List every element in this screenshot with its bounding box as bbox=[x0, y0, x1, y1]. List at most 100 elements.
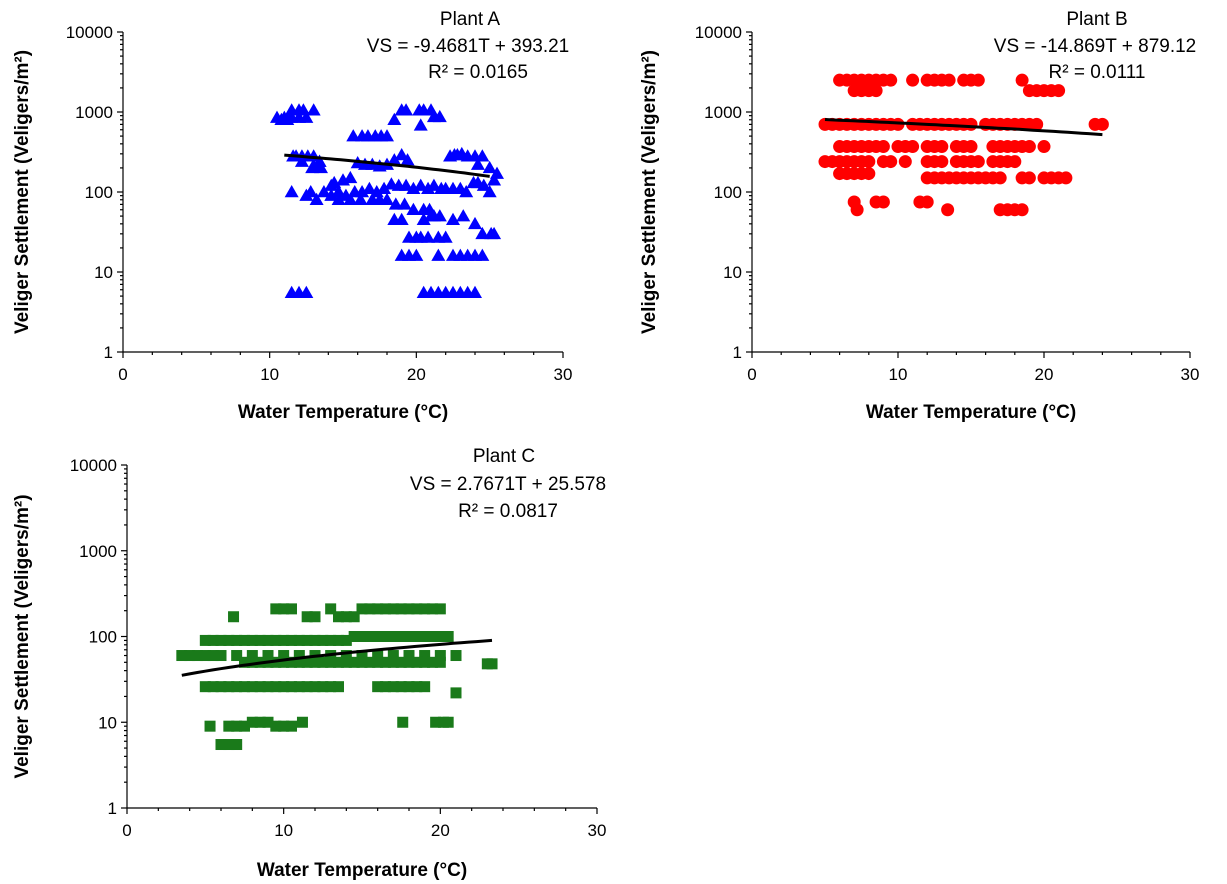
data-point bbox=[254, 681, 266, 693]
data-point bbox=[475, 149, 490, 162]
data-point bbox=[941, 203, 955, 217]
data-point bbox=[862, 167, 876, 181]
regression-equation: VS = -9.4681T + 393.21 bbox=[367, 36, 569, 57]
data-point bbox=[450, 687, 462, 699]
data-point bbox=[293, 650, 305, 662]
data-point bbox=[372, 656, 384, 668]
data-point bbox=[299, 188, 314, 201]
data-point bbox=[380, 631, 391, 642]
data-point bbox=[434, 650, 446, 662]
data-point bbox=[333, 656, 344, 668]
data-point bbox=[964, 140, 978, 154]
data-point bbox=[356, 631, 368, 642]
data-point bbox=[362, 181, 377, 194]
data-point bbox=[876, 140, 890, 154]
data-point bbox=[468, 285, 482, 299]
trendline bbox=[824, 118, 1103, 137]
data-point bbox=[419, 656, 431, 668]
data-point bbox=[262, 650, 274, 662]
data-point bbox=[427, 631, 438, 642]
data-point bbox=[239, 634, 250, 646]
x-axis-title: Water Temperature (°C) bbox=[866, 402, 1076, 423]
data-point bbox=[301, 656, 313, 668]
data-point bbox=[898, 155, 912, 169]
data-point bbox=[395, 656, 407, 668]
data-point bbox=[486, 658, 498, 670]
data-point bbox=[207, 650, 219, 662]
y-axis-title: Veliger Settlement (Veligers/m²) bbox=[12, 50, 33, 334]
data-point bbox=[409, 248, 424, 261]
data-point bbox=[228, 611, 240, 623]
data-point bbox=[309, 656, 321, 668]
data-point bbox=[438, 230, 453, 243]
data-point bbox=[374, 129, 389, 142]
data-point bbox=[387, 112, 402, 126]
data-point bbox=[1037, 140, 1051, 154]
y-tick-label: 1 bbox=[733, 343, 742, 362]
x-tick-label: 10 bbox=[889, 365, 908, 384]
data-point bbox=[333, 681, 344, 693]
y-tick-label: 100 bbox=[85, 183, 113, 202]
data-point bbox=[296, 103, 311, 116]
data-point bbox=[1015, 203, 1029, 217]
x-tick-label: 20 bbox=[1035, 365, 1054, 384]
data-point bbox=[394, 212, 409, 225]
data-point bbox=[434, 603, 446, 615]
data-point bbox=[380, 603, 391, 615]
data-point bbox=[293, 634, 305, 646]
data-point bbox=[403, 603, 415, 615]
data-point bbox=[475, 226, 490, 240]
y-tick-label: 10 bbox=[98, 713, 117, 732]
data-point bbox=[395, 631, 407, 642]
data-point bbox=[387, 656, 399, 668]
data-point bbox=[403, 681, 415, 693]
data-point bbox=[286, 720, 297, 732]
data-point bbox=[971, 73, 985, 87]
data-point bbox=[346, 129, 361, 142]
data-point bbox=[406, 202, 421, 215]
data-point bbox=[372, 681, 384, 693]
data-point bbox=[215, 681, 227, 693]
data-point bbox=[306, 103, 321, 116]
data-point bbox=[434, 656, 446, 668]
x-tick-label: 30 bbox=[588, 821, 607, 840]
x-tick-label: 30 bbox=[1181, 365, 1200, 384]
x-axis-title: Water Temperature (°C) bbox=[238, 402, 448, 423]
data-point bbox=[397, 197, 412, 210]
data-point bbox=[299, 110, 314, 123]
x-tick-label: 20 bbox=[431, 821, 450, 840]
data-point bbox=[387, 631, 399, 642]
data-point bbox=[246, 716, 258, 728]
data-point bbox=[343, 192, 358, 206]
data-point bbox=[387, 681, 399, 693]
x-tick-label: 0 bbox=[118, 365, 127, 384]
y-tick-label: 1000 bbox=[79, 542, 117, 561]
panel-title: Plant C bbox=[473, 446, 535, 467]
data-point bbox=[388, 197, 403, 210]
data-point bbox=[223, 634, 235, 646]
data-point bbox=[301, 681, 313, 693]
data-point bbox=[484, 226, 499, 240]
data-point bbox=[419, 650, 431, 662]
data-point bbox=[270, 634, 282, 646]
x-tick-label: 10 bbox=[274, 821, 293, 840]
data-point bbox=[331, 192, 346, 206]
data-point bbox=[482, 185, 497, 198]
data-point bbox=[317, 681, 329, 693]
data-point bbox=[490, 166, 504, 179]
y-tick-label: 1 bbox=[108, 799, 117, 818]
data-point bbox=[850, 203, 864, 217]
data-point bbox=[1008, 155, 1022, 169]
data-point bbox=[394, 103, 409, 116]
data-point bbox=[411, 681, 423, 693]
data-point bbox=[1059, 171, 1073, 185]
data-point bbox=[348, 631, 360, 642]
data-point bbox=[403, 650, 415, 662]
x-tick-label: 10 bbox=[260, 365, 279, 384]
data-point bbox=[456, 209, 471, 222]
x-axis-title: Water Temperature (°C) bbox=[257, 860, 467, 881]
data-point bbox=[884, 73, 898, 87]
data-point bbox=[427, 656, 438, 668]
data-point bbox=[239, 656, 250, 668]
data-point bbox=[434, 631, 446, 642]
